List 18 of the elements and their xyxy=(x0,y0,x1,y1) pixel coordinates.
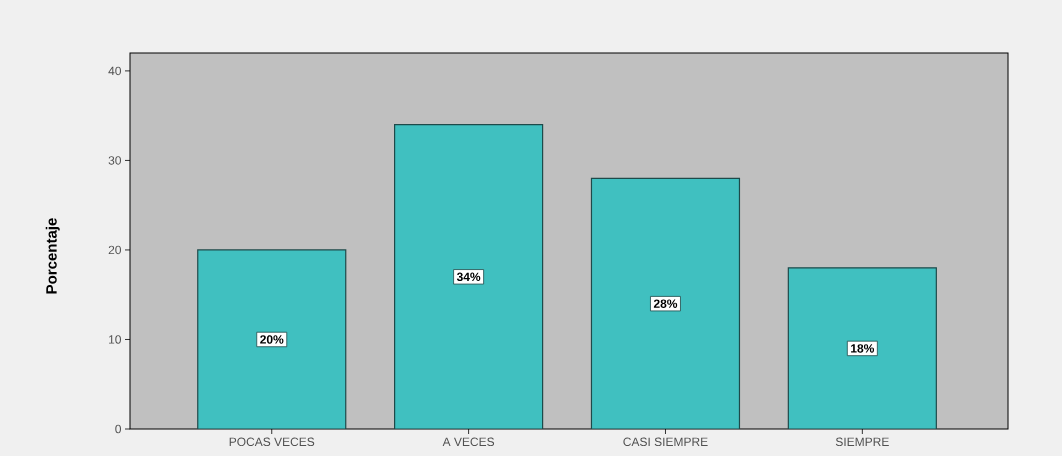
data-label: 34% xyxy=(456,272,481,282)
y-axis-title: Porcentaje xyxy=(45,218,60,294)
bar xyxy=(197,249,346,429)
y-tick-label: 40 xyxy=(108,66,122,76)
y-tick-label: 30 xyxy=(108,156,122,165)
bar xyxy=(787,267,937,429)
bar xyxy=(590,177,741,429)
data-label: 28% xyxy=(653,299,678,308)
y-tick-label: 0 xyxy=(115,424,122,434)
y-tick-label: 10 xyxy=(109,335,122,344)
bar xyxy=(394,124,544,429)
data-label: 20% xyxy=(260,335,284,344)
y-tick-label: 20 xyxy=(108,245,122,255)
x-tick-label: CASI SIEMPRE xyxy=(623,437,708,447)
x-tick-label: POCAS VECES xyxy=(229,437,315,447)
x-tick-label: A VECES xyxy=(442,437,495,447)
x-tick-label: SIEMPRE xyxy=(835,437,889,447)
data-label: 18% xyxy=(851,344,875,353)
